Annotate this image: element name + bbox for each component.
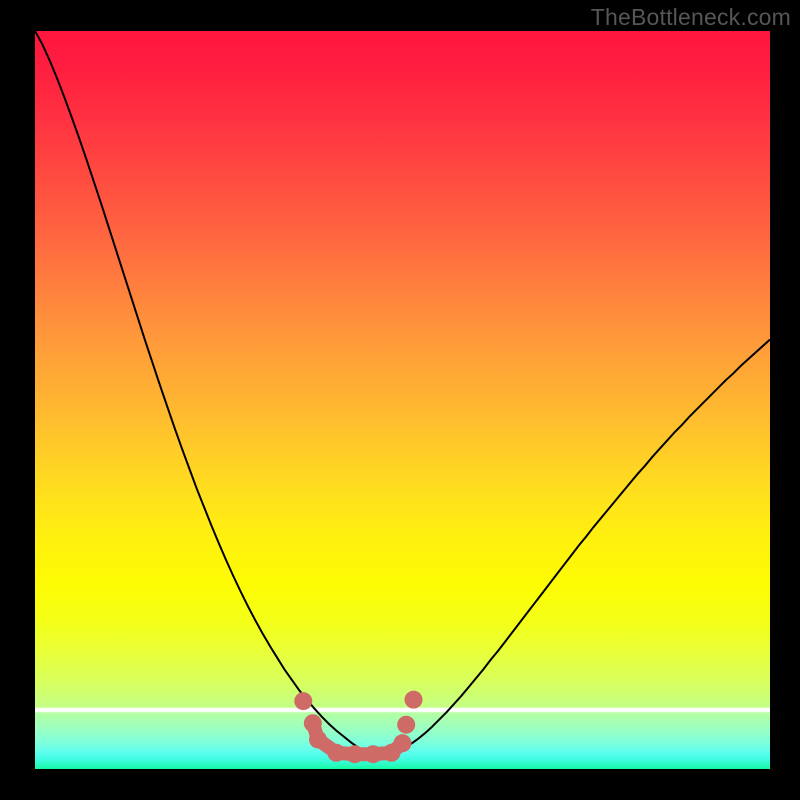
plot-svg — [35, 31, 770, 769]
trough-marker-dot — [309, 730, 327, 748]
trough-marker-dot — [327, 744, 345, 762]
trough-marker-dot — [294, 692, 312, 710]
plot-background — [35, 31, 770, 769]
trough-marker-dot — [394, 734, 412, 752]
chart-frame: TheBottleneck.com — [0, 0, 800, 800]
trough-marker-dot — [346, 745, 364, 763]
trough-marker-dot — [397, 716, 415, 734]
watermark-text: TheBottleneck.com — [591, 4, 791, 31]
trough-marker-dot — [304, 714, 322, 732]
trough-marker-dot — [364, 745, 382, 763]
trough-marker-dot — [405, 691, 423, 709]
